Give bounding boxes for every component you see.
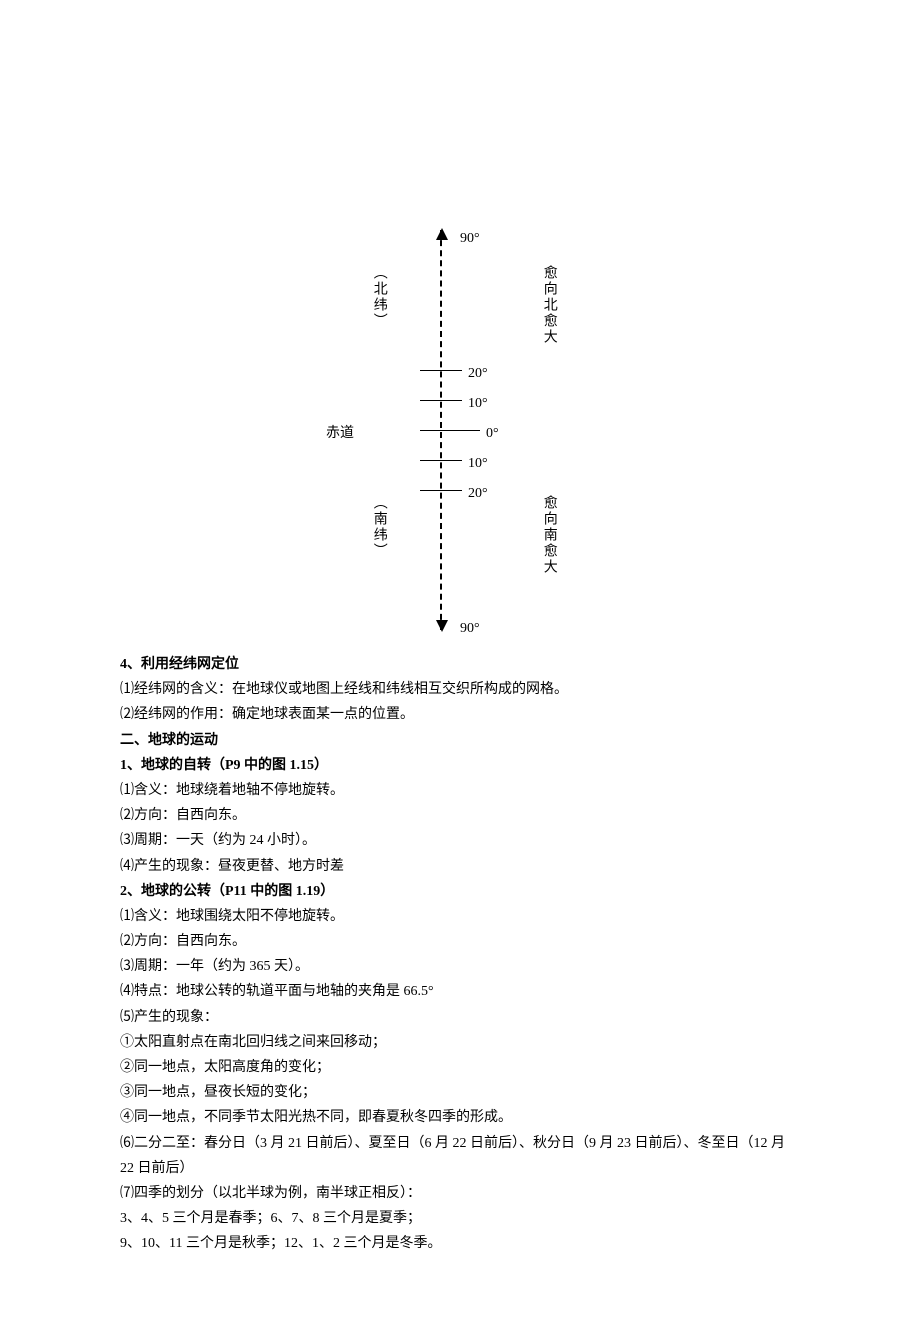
tick-20n-label: 20° [468, 361, 488, 386]
tick-0 [420, 430, 480, 431]
revolution-p5c: ③同一地点，昼夜长短的变化； [120, 1080, 800, 1105]
page-root: 90° 90° 20° 10° 0° 10° 20° （北纬） （南纬） 赤道 … [0, 0, 920, 1317]
tick-10n [420, 400, 462, 401]
text-content: 4、利用经纬网定位 ⑴经纬网的含义：在地球仪或地图上经线和纬线相互交织所构成的网… [120, 648, 800, 1257]
revolution-p7a: 3、4、5 三个月是春季；6、7、8 三个月是夏季； [120, 1206, 800, 1231]
revolution-p2: ⑵方向：自西向东。 [120, 929, 800, 954]
north-lat-label: （北纬） [370, 265, 387, 329]
tick-0-label: 0° [486, 421, 499, 446]
rotation-p2: ⑵方向：自西向东。 [120, 803, 800, 828]
revolution-p5a: ①太阳直射点在南北回归线之间来回移动； [120, 1030, 800, 1055]
revolution-p5d: ④同一地点，不同季节太阳光热不同，即春夏秋冬四季的形成。 [120, 1105, 800, 1130]
revolution-p3: ⑶周期：一年（约为 365 天）。 [120, 954, 800, 979]
revolution-p7: ⑺四季的划分（以北半球为例，南半球正相反）： [120, 1181, 800, 1206]
revolution-p5b: ②同一地点，太阳高度角的变化； [120, 1055, 800, 1080]
rotation-title: 1、地球的自转（P9 中的图 1.15） [120, 753, 800, 778]
latitude-diagram-wrap: 90° 90° 20° 10° 0° 10° 20° （北纬） （南纬） 赤道 … [120, 220, 800, 640]
revolution-p6: ⑹二分二至：春分日（3 月 21 日前后）、夏至日（6 月 22 日前后）、秋分… [120, 1131, 800, 1181]
sec4-p2: ⑵经纬网的作用：确定地球表面某一点的位置。 [120, 702, 800, 727]
bottom-degree-label: 90° [460, 616, 480, 641]
tick-20s [420, 490, 462, 491]
equator-label: 赤道 [326, 421, 354, 446]
tick-10s-label: 10° [468, 451, 488, 476]
rotation-p1: ⑴含义：地球绕着地轴不停地旋转。 [120, 778, 800, 803]
revolution-p4: ⑷特点：地球公转的轨道平面与地轴的夹角是 66.5° [120, 979, 800, 1004]
south-side-label: 愈向南愈大 [540, 495, 557, 575]
tick-20n [420, 370, 462, 371]
south-lat-label: （南纬） [370, 495, 387, 559]
revolution-p7b: 9、10、11 三个月是秋季；12、1、2 三个月是冬季。 [120, 1231, 800, 1256]
tick-20s-label: 20° [468, 481, 488, 506]
sec4-p1: ⑴经纬网的含义：在地球仪或地图上经线和纬线相互交织所构成的网格。 [120, 677, 800, 702]
revolution-title: 2、地球的公转（P11 中的图 1.19） [120, 879, 800, 904]
rotation-p3: ⑶周期：一天（约为 24 小时）。 [120, 828, 800, 853]
revolution-p5: ⑸产生的现象： [120, 1005, 800, 1030]
north-side-label: 愈向北愈大 [540, 265, 557, 345]
latitude-diagram: 90° 90° 20° 10° 0° 10° 20° （北纬） （南纬） 赤道 … [320, 220, 600, 640]
top-degree-label: 90° [460, 226, 480, 251]
rotation-p4: ⑷产生的现象：昼夜更替、地方时差 [120, 854, 800, 879]
sec4-title: 4、利用经纬网定位 [120, 652, 800, 677]
revolution-p1: ⑴含义：地球围绕太阳不停地旋转。 [120, 904, 800, 929]
tick-10s [420, 460, 462, 461]
sec2-title: 二、地球的运动 [120, 728, 800, 753]
tick-10n-label: 10° [468, 391, 488, 416]
